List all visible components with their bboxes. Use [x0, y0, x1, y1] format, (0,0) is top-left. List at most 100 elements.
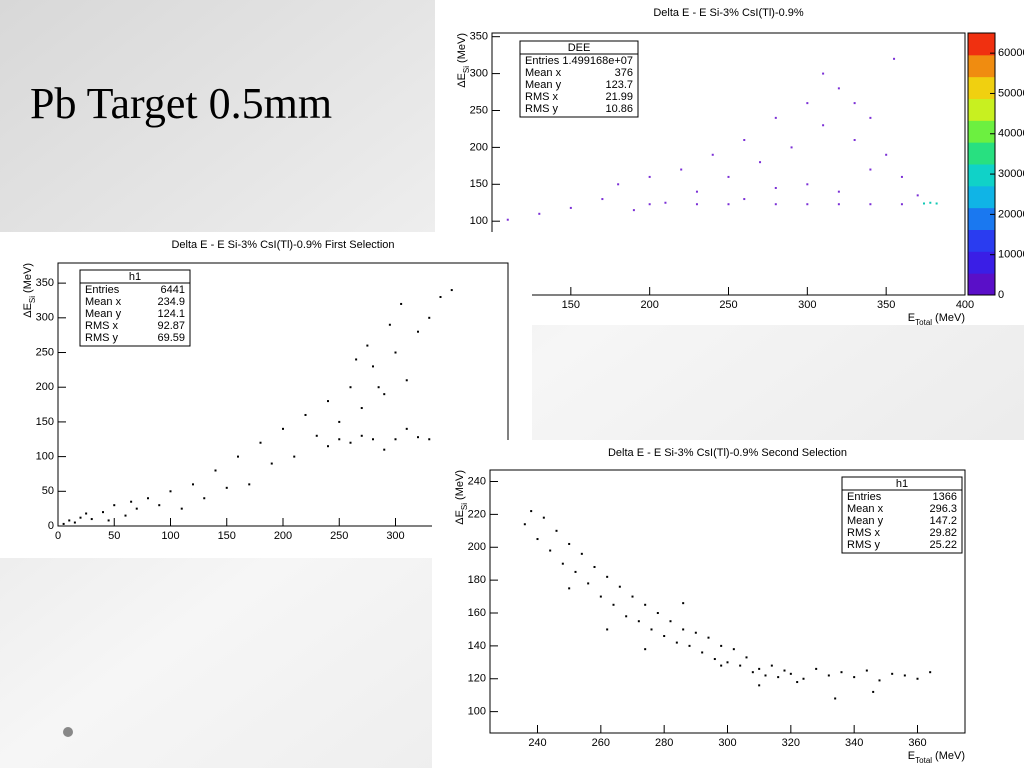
- x-tick-label: 340: [845, 737, 863, 749]
- x-tick-label: 350: [877, 299, 895, 311]
- stats-value: 124.1: [157, 308, 185, 320]
- point: [840, 671, 843, 674]
- point: [656, 612, 659, 615]
- point: [355, 358, 358, 361]
- stats-label: Entries: [847, 491, 882, 503]
- colorbar-band: [968, 142, 995, 165]
- point: [815, 667, 818, 670]
- stats-value: 376: [615, 67, 633, 79]
- x-tick-label: 250: [719, 299, 737, 311]
- point: [637, 620, 640, 623]
- colorbar-band: [968, 54, 995, 78]
- point: [388, 323, 391, 326]
- point: [648, 175, 651, 178]
- point: [428, 438, 431, 441]
- y-tick-label: 200: [468, 541, 486, 553]
- point: [405, 379, 408, 382]
- stats-label: RMS y: [525, 103, 559, 115]
- label-sub: Si: [462, 66, 471, 73]
- point: [777, 676, 780, 679]
- point: [720, 664, 723, 667]
- y-tick-label: 140: [468, 640, 486, 652]
- point: [315, 434, 318, 437]
- stats-value: 296.3: [929, 503, 957, 515]
- y-tick-label: 350: [36, 277, 54, 289]
- x-tick-label: 400: [956, 299, 974, 311]
- point: [806, 183, 809, 186]
- point: [593, 565, 596, 568]
- stats-value: 10.86: [605, 103, 633, 115]
- point: [349, 386, 352, 389]
- point: [147, 497, 149, 500]
- x-tick-label: 50: [108, 530, 120, 542]
- z-tick-label: 40000: [998, 128, 1024, 140]
- stats-value: 92.87: [157, 320, 185, 332]
- point: [644, 648, 647, 651]
- point: [372, 438, 374, 441]
- point: [599, 595, 602, 598]
- point: [606, 575, 609, 578]
- stats-value: 234.9: [157, 296, 185, 308]
- point: [869, 168, 872, 171]
- point: [713, 658, 716, 661]
- colorbar-band: [968, 120, 995, 143]
- y-tick-label: 100: [36, 451, 54, 463]
- point: [107, 519, 110, 522]
- y-tick-label: 150: [36, 416, 54, 428]
- point: [789, 672, 792, 675]
- stats-label: Mean y: [847, 515, 884, 527]
- label-unit: (MeV): [454, 470, 466, 500]
- y-tick-label: 200: [470, 141, 488, 153]
- point: [542, 516, 545, 519]
- point: [865, 669, 868, 672]
- z-tick-label: 20000: [998, 208, 1024, 220]
- stats-label: Mean x: [525, 67, 562, 79]
- y-tick-label: 250: [470, 104, 488, 116]
- colorbar-band: [968, 229, 995, 252]
- point: [695, 190, 698, 193]
- x-tick-label: 300: [386, 530, 404, 542]
- point: [366, 344, 369, 347]
- x-tick-label: 260: [592, 737, 610, 749]
- point: [929, 201, 932, 204]
- stats-label: RMS x: [847, 527, 881, 539]
- point: [837, 203, 840, 206]
- point: [802, 677, 805, 680]
- point: [893, 57, 896, 60]
- point: [383, 393, 386, 396]
- stats-value: 147.2: [929, 515, 957, 527]
- chart-title: Delta E - E Si-3% CsI(Tl)-0.9%: [653, 7, 804, 19]
- y-tick-label: 250: [36, 346, 54, 358]
- z-tick-label: 0: [998, 289, 1004, 301]
- point: [394, 351, 397, 354]
- stats-label: RMS y: [847, 539, 881, 551]
- point: [417, 436, 419, 439]
- x-tick-label: 300: [798, 299, 816, 311]
- point: [711, 153, 714, 156]
- label-sub: Total: [915, 756, 932, 765]
- point: [169, 490, 172, 493]
- point: [203, 497, 206, 500]
- point: [90, 518, 93, 521]
- point: [248, 483, 251, 486]
- point: [751, 671, 754, 674]
- y-tick-label: 300: [36, 312, 54, 324]
- label-sub: Si: [460, 503, 469, 510]
- label-main: ΔE: [22, 303, 34, 318]
- stats-value: 1.499168e+07: [562, 55, 633, 67]
- y-tick-label: 50: [42, 485, 54, 497]
- label-unit: (MeV): [935, 750, 965, 762]
- stats-value: 69.59: [157, 332, 185, 344]
- label-unit: (MeV): [935, 312, 965, 324]
- y-tick-label: 0: [48, 520, 54, 532]
- colorbar-band: [968, 273, 995, 296]
- x-tick-label: 150: [562, 299, 580, 311]
- point: [663, 635, 666, 638]
- x-tick-label: 280: [655, 737, 673, 749]
- colorbar-band: [968, 76, 995, 99]
- point: [135, 507, 138, 510]
- point: [506, 218, 509, 221]
- stats-value: 21.99: [605, 91, 633, 103]
- point: [680, 168, 683, 171]
- point: [682, 628, 685, 631]
